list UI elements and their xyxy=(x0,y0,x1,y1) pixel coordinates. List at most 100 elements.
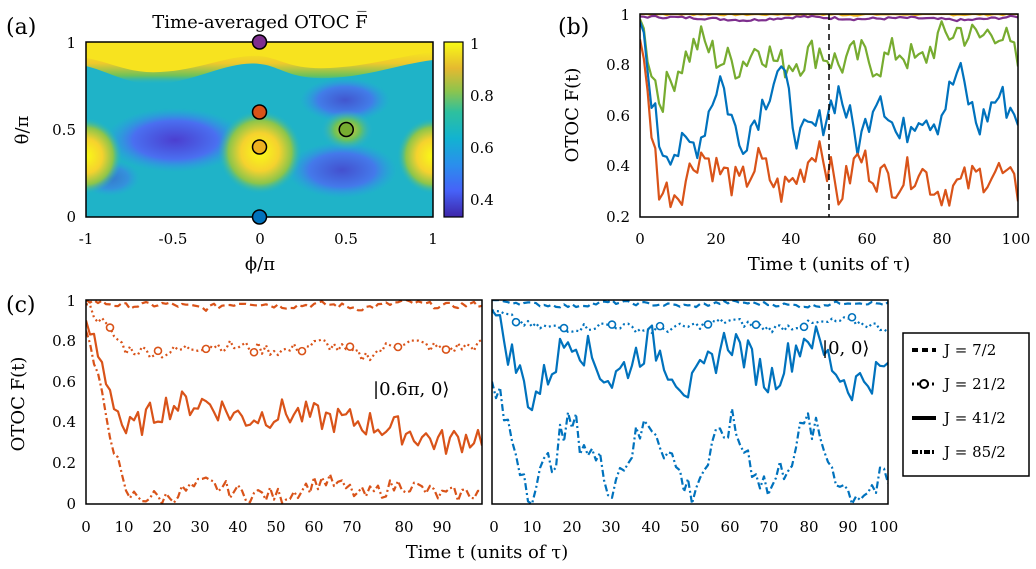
heatmap xyxy=(86,42,433,217)
panel-c-left-axes xyxy=(85,299,483,505)
a-xtick: 0 xyxy=(255,230,265,248)
panel-a-title: Time-averaged OTOC F̅ xyxy=(152,11,367,33)
series-marker xyxy=(297,346,307,356)
b-xtick: 80 xyxy=(932,230,951,248)
panel-c-left-xticks: 0 10 20 30 40 50 60 70 80 90 xyxy=(81,518,451,536)
cl-xtick: 20 xyxy=(152,518,171,536)
panel-c-left-lines xyxy=(86,300,482,504)
b-xtick: 20 xyxy=(706,230,725,248)
a-ytick: 0 xyxy=(66,208,76,226)
panel-c-yticks: 0 0.2 0.4 0.6 0.8 1 xyxy=(52,292,76,513)
cl-xtick: 10 xyxy=(114,518,133,536)
series-line xyxy=(86,300,482,312)
panel-a: (a) Time-averaged OTOC F̅ -1 -0.5 0 0.5 xyxy=(6,11,494,275)
colorbar-tick: 0.8 xyxy=(470,87,494,105)
cl-xtick: 50 xyxy=(266,518,285,536)
panel-b-label: (b) xyxy=(558,15,589,40)
b-ytick: 0.6 xyxy=(606,107,630,125)
panel-a-xticks: -1 -0.5 0 0.5 1 xyxy=(79,230,438,248)
cr-xtick: 90 xyxy=(838,518,857,536)
panel-b-xticks: 0 20 40 60 80 100 xyxy=(635,230,1030,248)
legend-label: J = 21/2 xyxy=(942,375,1006,393)
b-xtick: 100 xyxy=(1002,230,1031,248)
legend-label: J = 7/2 xyxy=(942,341,996,359)
cl-xtick: 90 xyxy=(432,518,451,536)
series-marker xyxy=(153,346,163,356)
cr-xtick: 60 xyxy=(720,518,739,536)
b-xtick: 60 xyxy=(857,230,876,248)
heatmap-marker xyxy=(338,121,354,138)
series-marker xyxy=(345,342,355,351)
b-ytick: 0.4 xyxy=(606,157,630,175)
legend: J = 7/2 J = 21/2 J = 41/2 J = 85/2 xyxy=(902,332,1030,477)
c-ytick: 0.4 xyxy=(52,413,76,431)
a-ytick: 0.5 xyxy=(52,121,76,139)
series-line xyxy=(492,309,888,412)
b-ytick: 0.2 xyxy=(606,208,630,226)
b-xtick: 40 xyxy=(781,230,800,248)
colorbar-ticks: 0.4 0.6 0.8 1 xyxy=(470,35,494,209)
heatmap-markers xyxy=(251,34,354,225)
series-line xyxy=(492,309,888,335)
a-xtick: -1 xyxy=(79,230,94,248)
cr-xtick: 30 xyxy=(601,518,620,536)
series-line xyxy=(492,381,888,504)
legend-label: J = 41/2 xyxy=(942,409,1006,427)
cr-xtick: 0 xyxy=(489,518,499,536)
series-line xyxy=(492,300,888,309)
panel-c-right-xticks: 0 10 20 30 40 50 60 70 80 90 100 xyxy=(489,518,898,536)
cl-xtick: 70 xyxy=(342,518,361,536)
colorbar-tick: 1 xyxy=(470,35,480,53)
state-label-right: |0, 0⟩ xyxy=(822,338,869,359)
c-ytick: 0 xyxy=(66,495,76,513)
legend-item: J = 41/2 xyxy=(912,409,1006,427)
panel-b: (b) 0 20 40 60 80 100 0.2 0.4 0.6 0.8 1 … xyxy=(558,6,1030,275)
colorbar xyxy=(443,41,464,218)
cr-xtick: 50 xyxy=(680,518,699,536)
state-label-left: |0.6π, 0⟩ xyxy=(373,379,449,400)
colorbar-tick: 0.6 xyxy=(470,139,494,157)
series-marker xyxy=(559,323,569,333)
a-ytick: 1 xyxy=(66,34,76,52)
panel-c-label: (c) xyxy=(6,293,36,318)
series-line xyxy=(86,320,482,455)
c-ytick: 0.8 xyxy=(52,332,76,350)
legend-item: J = 7/2 xyxy=(912,341,996,359)
series-marker xyxy=(655,321,665,331)
b-ytick: 0.8 xyxy=(606,56,630,74)
panel-b-axes xyxy=(639,13,1019,218)
panel-c-right-lines xyxy=(492,300,888,504)
cl-xtick: 60 xyxy=(304,518,323,536)
a-xtick: 0.5 xyxy=(334,230,358,248)
colorbar-tick: 0.4 xyxy=(470,191,494,209)
panel-a-ylabel: θ/π xyxy=(12,115,33,144)
cl-xtick: 0 xyxy=(81,518,91,536)
cl-xtick: 40 xyxy=(228,518,247,536)
series-line xyxy=(86,303,482,362)
cr-xtick: 40 xyxy=(641,518,660,536)
panel-c-xlabel: Time t (units of τ) xyxy=(406,542,569,563)
a-xtick: -0.5 xyxy=(159,230,188,248)
heatmap-marker xyxy=(251,34,268,50)
panel-b-yticks: 0.2 0.4 0.6 0.8 1 xyxy=(606,6,630,226)
b-ytick: 1 xyxy=(620,6,630,24)
c-ytick: 0.2 xyxy=(52,454,76,472)
panel-c-right-axes xyxy=(491,299,889,505)
series-marker xyxy=(607,320,617,329)
panel-c: (c) |0.6π, 0⟩ |0, 0⟩ 0 10 20 30 40 50 60… xyxy=(6,292,898,563)
series-marker xyxy=(847,312,857,322)
panel-a-xlabel: ϕ/π xyxy=(245,254,275,275)
series-marker xyxy=(105,323,115,332)
legend-item: J = 85/2 xyxy=(912,443,1006,461)
legend-item: J = 21/2 xyxy=(912,375,1006,393)
series-marker xyxy=(393,342,403,352)
panel-b-ylabel: OTOC F(t) xyxy=(562,68,583,163)
panel-b-xlabel: Time t (units of τ) xyxy=(748,254,911,275)
series-marker xyxy=(751,320,761,330)
series-marker xyxy=(799,322,809,332)
heatmap-marker xyxy=(251,139,268,155)
cr-xtick: 80 xyxy=(799,518,818,536)
panel-a-label: (a) xyxy=(6,15,36,40)
c-ytick: 1 xyxy=(66,292,76,310)
